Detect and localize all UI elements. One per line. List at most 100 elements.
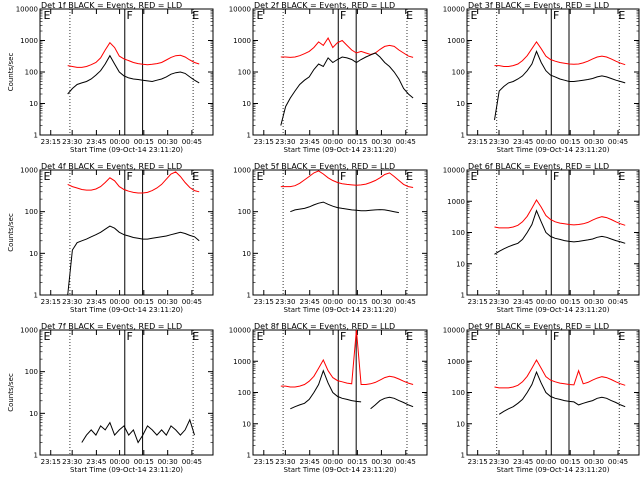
panel-2-xlabel-0: 23:15 [254, 138, 274, 146]
panel-7-marker-2: F [127, 330, 133, 343]
panel-7-xlabel-3: 00:00 [109, 458, 129, 466]
panel-3-xlabel-0: 23:15 [468, 138, 488, 146]
panel-5-xlabel-4: 00:15 [347, 298, 367, 306]
panel-9-marker-3: E [618, 330, 625, 343]
panel-6-xlabel-3: 00:00 [536, 298, 556, 306]
panel-2: Det 2f BLACK = Events, RED = LLD 1 10 100 10… [229, 1, 428, 154]
panel-5-ylabel-0: 1 [247, 292, 251, 300]
panel-1-marker-3: E [192, 9, 199, 22]
panel-3-xlabel-2: 23:45 [513, 138, 533, 146]
panel-3-xlabel-5: 00:30 [584, 138, 604, 146]
panel-8-frame [252, 329, 428, 456]
panel-3-xlabel-1: 23:30 [489, 138, 509, 146]
panel-8-xlabel-5: 00:30 [371, 458, 391, 466]
panel-5-xaxis-title: Start Time (09-Oct-14 23:11:20) [284, 306, 397, 314]
panel-2-xaxis-title: Start Time (09-Oct-14 23:11:20) [284, 146, 397, 154]
panel-9-ylabel-3: 1000 [447, 358, 465, 366]
panel-7-frame [39, 329, 214, 456]
panel-1-series-black-line [67, 54, 200, 95]
panel-6-xlabel-4: 00:15 [560, 298, 580, 306]
panel-6-xlabel-0: 23:15 [468, 298, 488, 306]
panel-5-ylabel-2: 100 [238, 208, 251, 216]
panel-6-ylabel-4: 10000 [443, 167, 465, 175]
panel-8-ylabel-4: 10000 [229, 327, 251, 335]
panel-2-xlabel-6: 00:45 [396, 138, 416, 146]
panel-2-xlabel-1: 23:30 [275, 138, 295, 146]
panel-4-xlabel-5: 00:30 [158, 298, 178, 306]
panel-1-xlabel-5: 00:30 [158, 138, 178, 146]
panel-1-ylabel-1: 10 [29, 100, 38, 108]
panel-1-xlabel-4: 00:15 [134, 138, 154, 146]
panel-3-ylabel-3: 1000 [447, 37, 465, 45]
panel-2-ylabel-1: 10 [242, 100, 251, 108]
panel-4-ylabel-3: 1000 [20, 167, 38, 175]
panel-6-xlabel-2: 23:45 [513, 298, 533, 306]
panel-9-title: Det 9f BLACK = Events, RED = LLD [468, 322, 609, 331]
panel-5-marker-1: E [256, 170, 263, 183]
panel-5-marker-3: E [406, 170, 413, 183]
panel-1-ylabel-2: 100 [25, 69, 38, 77]
panel-4-title: Det 4f BLACK = Events, RED = LLD [41, 162, 182, 171]
panel-5-xlabel-0: 23:15 [254, 298, 274, 306]
panel-9-ylabel-0: 1 [461, 452, 465, 460]
panel-3: Det 3f BLACK = Events, RED = LLD 1 10 100 10… [443, 1, 640, 154]
panel-6-series-red-line [494, 199, 626, 229]
panel-2-ylabel-2: 100 [238, 69, 251, 77]
panel-4-xlabel-6: 00:45 [182, 298, 202, 306]
panel-2-ylabel-4: 10000 [229, 6, 251, 14]
panel-9-marker-2: F [553, 330, 559, 343]
panel-9-xlabel-1: 23:30 [489, 458, 509, 466]
panel-9-ylabel-1: 10 [456, 420, 465, 428]
panel-7-marker-1: E [43, 330, 50, 343]
panel-4-frame [39, 169, 214, 296]
panel-9-series-red-line [494, 358, 626, 389]
panel-5-ylabel-3: 1000 [233, 167, 251, 175]
panel-4-series-red-line [67, 171, 200, 194]
panel-6-ylabel-0: 1 [461, 292, 465, 300]
panel-5-series-black-line [290, 201, 399, 214]
panel-1-ylabel-3: 1000 [20, 37, 38, 45]
panel-1: Det 1f BLACK = Events, RED = LLD 1 10 100 10… [7, 1, 214, 154]
panel-4-marker-3: E [192, 170, 199, 183]
panel-6: Det 6f BLACK = Events, RED = LLD 1 10 100 10… [443, 162, 640, 314]
panel-4-ylabel-0: 1 [34, 292, 38, 300]
panel-1-ylabel-4: 10000 [16, 6, 38, 14]
panel-7-xaxis-title: Start Time (09-Oct-14 23:11:20) [70, 466, 183, 474]
panel-6-xlabel-6: 00:45 [608, 298, 628, 306]
panel-1-xaxis-title: Start Time (09-Oct-14 23:11:20) [70, 146, 183, 154]
panel-2-xlabel-4: 00:15 [347, 138, 367, 146]
panel-3-ylabel-2: 100 [452, 69, 465, 77]
panel-4-ylabel-1: 10 [29, 250, 38, 258]
panel-5-ylabel-1: 10 [242, 250, 251, 258]
panel-6-ylabel-3: 1000 [447, 198, 465, 206]
panel-9-series-black-line [498, 370, 626, 415]
panel-9: Det 9f BLACK = Events, RED = LLD 1 10 100 10… [443, 322, 640, 474]
panel-2-marker-2: F [340, 9, 346, 22]
panel-8-xlabel-6: 00:45 [396, 458, 416, 466]
panel-1-xlabel-6: 00:45 [182, 138, 202, 146]
panel-7-ylabel-1: 10 [29, 410, 38, 418]
panel-5-xlabel-3: 00:00 [323, 298, 343, 306]
panel-6-title: Det 6f BLACK = Events, RED = LLD [468, 162, 609, 171]
panel-8-xlabel-4: 00:15 [347, 458, 367, 466]
panel-9-xaxis-title: Start Time (09-Oct-14 23:11:20) [497, 466, 610, 474]
panel-8-ylabel-3: 1000 [233, 358, 251, 366]
panel-8-marker-3: E [406, 330, 413, 343]
panel-6-xlabel-5: 00:30 [584, 298, 604, 306]
panel-1-frame [39, 8, 214, 136]
panel-8-series-red-line [280, 329, 414, 388]
panel-5-title: Det 5f BLACK = Events, RED = LLD [254, 162, 395, 171]
panel-4-xlabel-1: 23:30 [62, 298, 82, 306]
panel-2-xlabel-2: 23:45 [300, 138, 320, 146]
panel-8-series-black-line [290, 369, 414, 410]
panel-4-series-black-line [67, 225, 200, 296]
panel-1-xlabel-0: 23:15 [41, 138, 61, 146]
panel-6-xlabel-1: 23:30 [489, 298, 509, 306]
panel-5: Det 5f BLACK = Events, RED = LLD 1 10 100 10… [233, 162, 428, 314]
panel-3-marker-1: E [470, 9, 477, 22]
panel-3-xlabel-6: 00:45 [608, 138, 628, 146]
panel-7-ylabel-0: 1 [34, 452, 38, 460]
panel-1-ylabel-0: 1 [34, 132, 38, 140]
panel-5-frame [252, 169, 428, 296]
